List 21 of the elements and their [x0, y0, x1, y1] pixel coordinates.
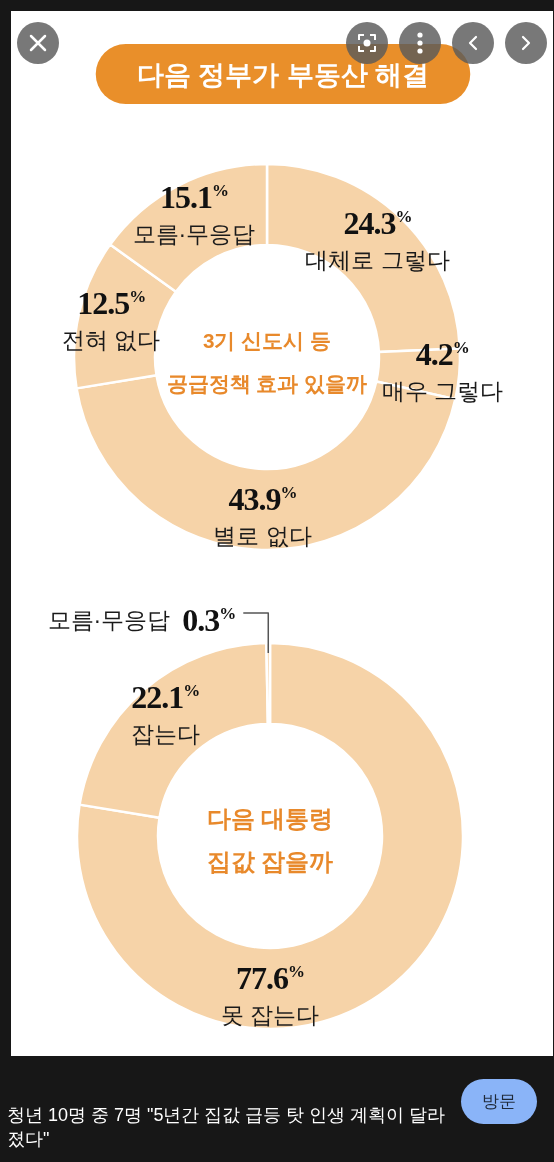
- annotation: 방문: [482, 1092, 516, 1111]
- category-label: 모름·무응답: [132, 220, 256, 247]
- value-label: 12.5$^{%}$: [77, 284, 146, 321]
- annotation: 청년 10명 중 7명 "5년간 집값 급등 탓 인생 계획이 달라졌다": [7, 1105, 446, 1149]
- value-label: 0.3$^{%}$: [182, 602, 236, 638]
- subtitle: 다음 대통령 집값 잡을까: [206, 804, 334, 875]
- value-label: 43.9$^{%}$: [228, 480, 297, 517]
- value-label: 22.1$^{%}$: [131, 679, 200, 715]
- category-label: 전혀 없다: [62, 326, 161, 353]
- category-label: 잡는다: [130, 721, 200, 747]
- category-label: 별로 없다: [213, 522, 312, 549]
- title: 다음 정부가 부동산 해결: [136, 60, 430, 90]
- value-label: 15.1$^{%}$: [159, 178, 228, 215]
- category-label: 모름·무응답: [47, 607, 171, 633]
- value-label: 24.3$^{%}$: [343, 205, 412, 242]
- subtitle: 3기 신도시 등 공급정책 효과 있을까: [166, 328, 368, 395]
- category-label: 대체로 그렇다: [305, 247, 450, 274]
- value-label: 77.6$^{%}$: [236, 960, 304, 996]
- category-label: 매우 그렇다: [381, 378, 503, 405]
- category-label: 못 잡는다: [220, 1002, 320, 1028]
- value-label: 4.2$^{%}$: [415, 336, 469, 373]
